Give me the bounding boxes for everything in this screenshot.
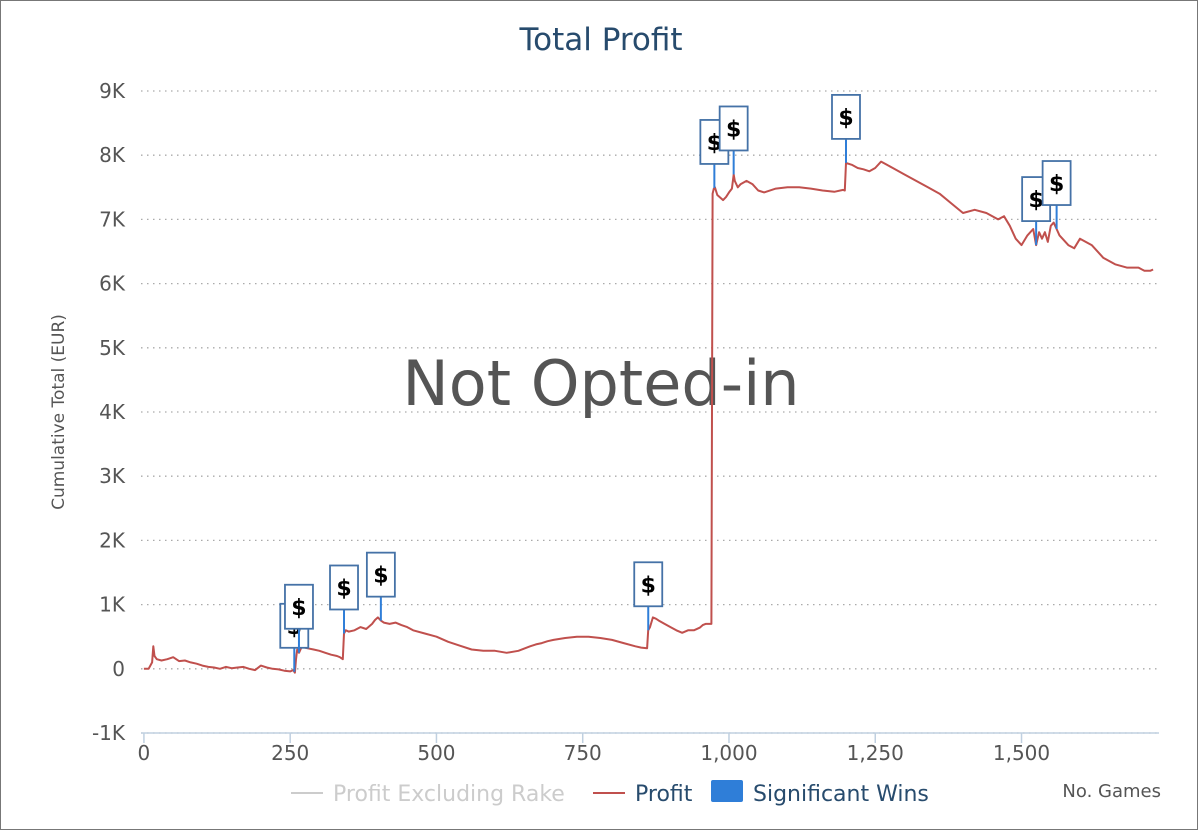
flag-box xyxy=(831,94,861,140)
flag-box xyxy=(1041,160,1072,206)
y-axis-label: Cumulative Total (EUR) xyxy=(49,314,69,510)
x-axis xyxy=(141,732,1159,743)
flag-label: $ xyxy=(838,106,853,131)
legend-item-significant-wins[interactable]: Significant Wins xyxy=(711,780,929,807)
watermark-text: Not Opted-in xyxy=(402,347,799,420)
legend-swatch-significant-wins xyxy=(711,780,743,802)
legend-item-profit-excluding-rake[interactable]: Profit Excluding Rake xyxy=(291,782,565,807)
y-tick-label: 0 xyxy=(112,657,125,681)
x-tick-label: 1,000 xyxy=(700,741,757,765)
legend: Profit Excluding Rake Profit Significant… xyxy=(291,780,929,807)
significant-win-flag[interactable]: $ xyxy=(831,94,861,163)
x-tick-label: 1,250 xyxy=(847,741,904,765)
flag-box xyxy=(633,561,664,608)
flag-label: $ xyxy=(373,564,388,589)
flag-label: $ xyxy=(726,117,741,142)
flag-box xyxy=(329,564,359,611)
x-tick-label: 1,500 xyxy=(993,741,1050,765)
flag-label: $ xyxy=(336,576,351,601)
flag-label: $ xyxy=(1028,188,1043,213)
legend-label-profit-excluding-rake: Profit Excluding Rake xyxy=(333,782,565,807)
flag-box xyxy=(718,105,749,152)
x-tick-label: 0 xyxy=(138,741,151,765)
flag-label: $ xyxy=(707,131,722,156)
x-axis-label: No. Games xyxy=(1062,781,1161,802)
y-tick-label: 9K xyxy=(99,79,126,103)
significant-wins-flags: $$$$$$$$$$ xyxy=(279,94,1072,672)
significant-win-flag[interactable]: $ xyxy=(329,564,359,634)
significant-win-flag[interactable]: $ xyxy=(1041,160,1072,230)
flag-label: $ xyxy=(1049,172,1064,197)
x-tick-label: 250 xyxy=(271,741,309,765)
y-tick-label: 5K xyxy=(99,336,126,360)
y-tick-label: -1K xyxy=(92,721,126,745)
y-tick-label: 1K xyxy=(99,593,126,617)
flag-box xyxy=(365,551,396,598)
legend-item-profit[interactable]: Profit xyxy=(593,782,693,807)
y-tick-label: 6K xyxy=(99,272,126,296)
x-tick-labels: 0 250 500 750 1,000 1,250 1,500 xyxy=(138,741,1051,765)
flag-box xyxy=(284,583,314,630)
x-tick-label: 750 xyxy=(564,741,602,765)
y-tick-label: 7K xyxy=(99,207,126,231)
y-tick-label: 4K xyxy=(99,400,126,424)
y-tick-label: 3K xyxy=(99,464,126,488)
y-tick-label: 8K xyxy=(99,143,126,167)
chart-title: Total Profit xyxy=(518,22,682,58)
flag-label: $ xyxy=(641,573,656,598)
legend-label-significant-wins: Significant Wins xyxy=(753,782,929,807)
legend-label-profit: Profit xyxy=(635,782,693,807)
y-tick-labels: -1K 0 1K 2K 3K 4K 5K 6K 7K 8K 9K xyxy=(92,79,126,745)
x-tick-label: 500 xyxy=(417,741,455,765)
flag-label: $ xyxy=(291,596,306,621)
significant-win-flag[interactable]: $ xyxy=(365,551,396,621)
significant-win-flag[interactable]: $ xyxy=(633,561,664,631)
y-tick-label: 2K xyxy=(99,528,126,552)
significant-win-flag[interactable]: $ xyxy=(718,105,749,175)
significant-win-flag[interactable]: $ xyxy=(284,583,314,653)
